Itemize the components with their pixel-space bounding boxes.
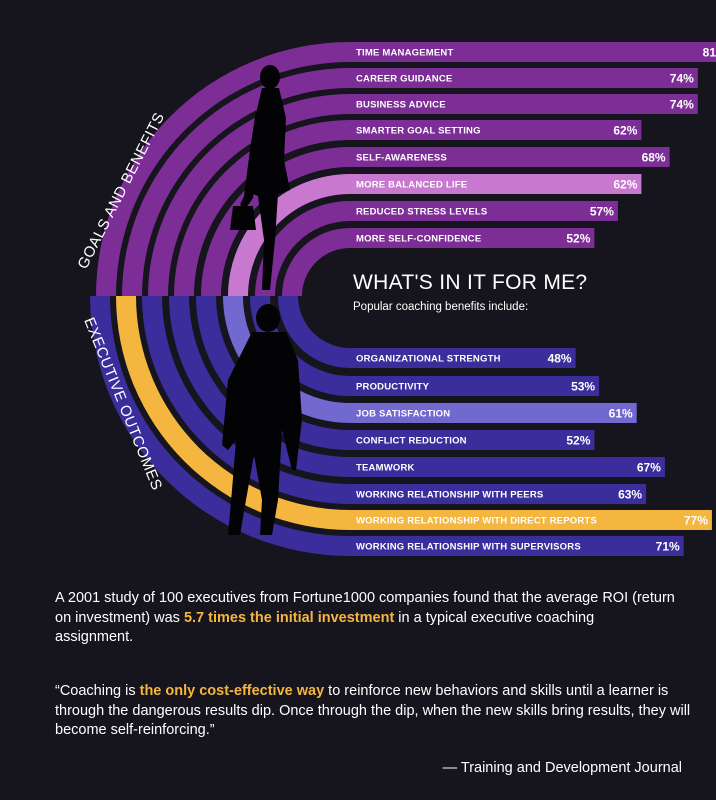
bar-category-label: MORE SELF-CONFIDENCE [356,234,481,245]
subheadline: Popular coaching benefits include: [353,301,529,313]
bar-working-relationship-with-direct-reports [350,510,712,530]
bar-career-guidance [350,68,698,88]
bar-value-label: 52% [566,232,590,246]
bar-value-label: 77% [684,514,708,528]
bar-category-label: MORE BALANCED LIFE [356,180,467,191]
bar-more-self-confidence [350,228,595,248]
bar-business-advice [350,94,698,114]
bar-category-label: REDUCED STRESS LEVELS [356,207,487,218]
quote-source: — Training and Development Journal [442,760,682,776]
bar-self-awareness [350,147,670,167]
bar-teamwork [350,457,665,477]
arc-time-management [96,42,350,296]
bar-value-label: 48% [548,352,572,366]
bar-value-label: 67% [637,461,661,475]
bar-value-label: 52% [566,434,590,448]
bar-conflict-reduction [350,430,595,450]
businesswoman-silhouette-icon [230,65,290,290]
bar-category-label: BUSINESS ADVICE [356,100,446,111]
headline: WHAT'S IN IT FOR ME? [353,271,588,294]
arc-reduced-stress-levels [255,201,350,296]
study-highlight: 5.7 times the initial investment [183,609,395,626]
bar-category-label: TEAMWORK [356,463,415,474]
arc-more-balanced-life [228,174,350,296]
arc-group [90,42,350,556]
bar-time-management [350,42,716,62]
bar-working-relationship-with-supervisors [350,536,684,556]
bar-value-label: 71% [656,540,680,554]
bar-reduced-stress-levels [350,201,618,221]
bar-category-label: ORGANIZATIONAL STRENGTH [356,354,501,365]
bar-value-label: 62% [613,124,637,138]
quote-paragraph: “Coaching is the only cost-effective way… [55,682,695,741]
bar-value-label: 57% [590,205,614,219]
bar-group: TIME MANAGEMENT 81% CAREER GUIDANCE 74% BUSI… [350,42,716,556]
bar-category-label: SELF-AWARENESS [356,153,447,164]
bar-organizational-strength [350,348,576,368]
study-text-start: A 2001 study of 100 executives from Fort… [55,590,675,626]
study-paragraph: A 2001 study of 100 executives from Fort… [55,589,675,648]
study-text-end: in a typical executive coaching assignme… [55,609,595,646]
bar-more-balanced-life [350,174,642,194]
bar-productivity [350,376,600,396]
arc-working-relationship-with-supervisors [90,296,350,556]
bar-value-label: 62% [613,178,637,192]
bar-value-label: 61% [609,407,633,421]
quote-text-end: to reinforce new behaviors and skills un… [55,683,691,738]
bar-category-label: WORKING RELATIONSHIP WITH PEERS [356,490,543,501]
bar-job-satisfaction [350,403,637,423]
bar-value-label: 74% [670,72,694,86]
arc-business-advice [148,94,350,296]
bar-value-label: 81% [703,46,716,60]
bar-value-label: 68% [642,151,666,165]
bar-working-relationship-with-peers [350,484,647,504]
arc-more-self-confidence [282,228,350,296]
coaching-benefits-chart: TIME MANAGEMENT 81% CAREER GUIDANCE 74% BUSI… [74,42,716,556]
arc-career-guidance [122,68,350,296]
bar-value-label: 53% [571,380,595,394]
bar-category-label: WORKING RELATIONSHIP WITH SUPERVISORS [356,542,581,553]
bar-category-label: PRODUCTIVITY [356,382,430,393]
silhouette-group [222,65,302,535]
bar-value-label: 74% [670,98,694,112]
bar-value-label: 63% [618,488,642,502]
bar-category-label: JOB SATISFACTION [356,409,450,420]
bar-category-label: TIME MANAGEMENT [356,48,453,59]
bar-category-label: CONFLICT REDUCTION [356,436,467,447]
quote-text-start: “Coaching is [55,683,140,699]
quote-highlight: the only cost-effective way [139,683,325,699]
bar-category-label: WORKING RELATIONSHIP WITH DIRECT REPORTS [356,516,597,527]
businessman-silhouette-icon [222,304,302,535]
bar-category-label: CAREER GUIDANCE [356,74,452,85]
arc-organizational-strength [278,296,350,368]
bar-category-label: SMARTER GOAL SETTING [356,126,481,137]
bar-smarter-goal-setting [350,120,642,140]
